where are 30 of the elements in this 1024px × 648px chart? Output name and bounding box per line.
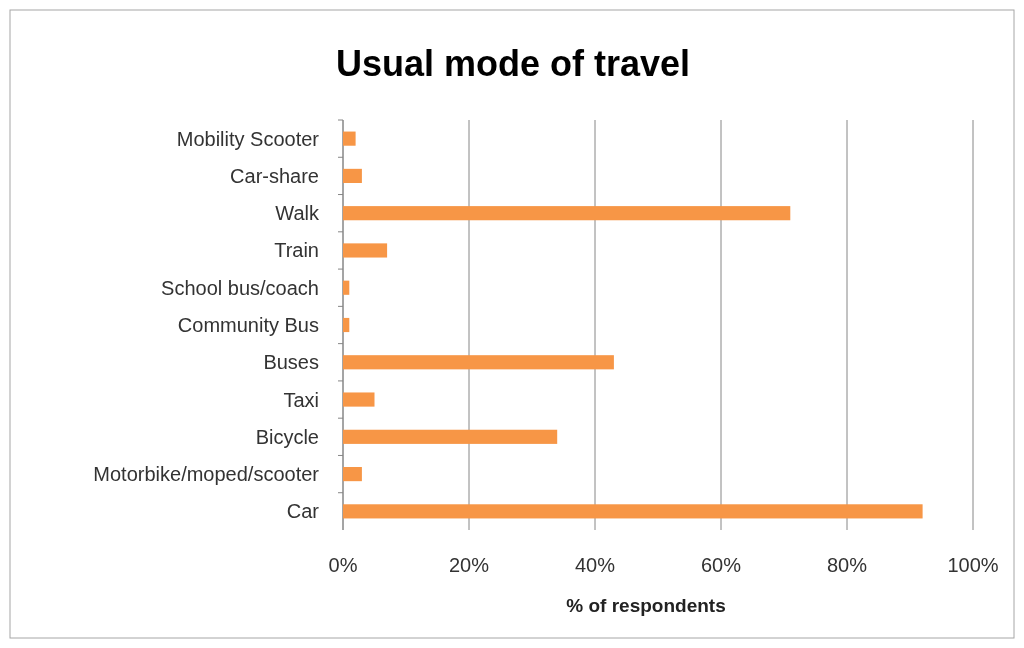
y-tick-label: Buses	[263, 351, 319, 374]
bar	[343, 280, 350, 295]
y-tick-label: Motorbike/moped/scooter	[93, 463, 320, 486]
x-tick-label: 40%	[574, 554, 616, 576]
x-tick-label: 60%	[700, 554, 742, 576]
y-tick-label: Community Bus	[177, 314, 319, 336]
bar	[343, 504, 923, 519]
chart-title: Usual mode of travel	[335, 43, 691, 84]
bar	[343, 355, 614, 370]
y-tick-label: Car	[286, 500, 320, 523]
x-tick-label: 100%	[947, 554, 999, 576]
bar	[343, 467, 362, 482]
bar	[343, 168, 362, 183]
bar	[343, 317, 350, 333]
y-tick-label: Bicycle	[255, 425, 319, 448]
bar	[343, 392, 375, 407]
x-tick-label: 80%	[826, 554, 868, 576]
bar	[343, 243, 388, 258]
x-tick-label: 0%	[328, 554, 358, 576]
y-tick-label: Mobility Scooter	[176, 127, 320, 150]
y-tick-label: Car-share	[230, 164, 319, 187]
bar	[343, 429, 558, 444]
y-tick-label: Taxi	[283, 388, 319, 411]
y-tick-label: Train	[274, 239, 319, 262]
y-tick-label: School bus/coach	[161, 276, 319, 299]
bar	[343, 131, 356, 146]
bar	[343, 206, 791, 221]
x-axis-title: % of respondents	[566, 595, 726, 616]
y-tick-label: Walk	[275, 202, 320, 225]
x-tick-label: 20%	[448, 554, 490, 576]
